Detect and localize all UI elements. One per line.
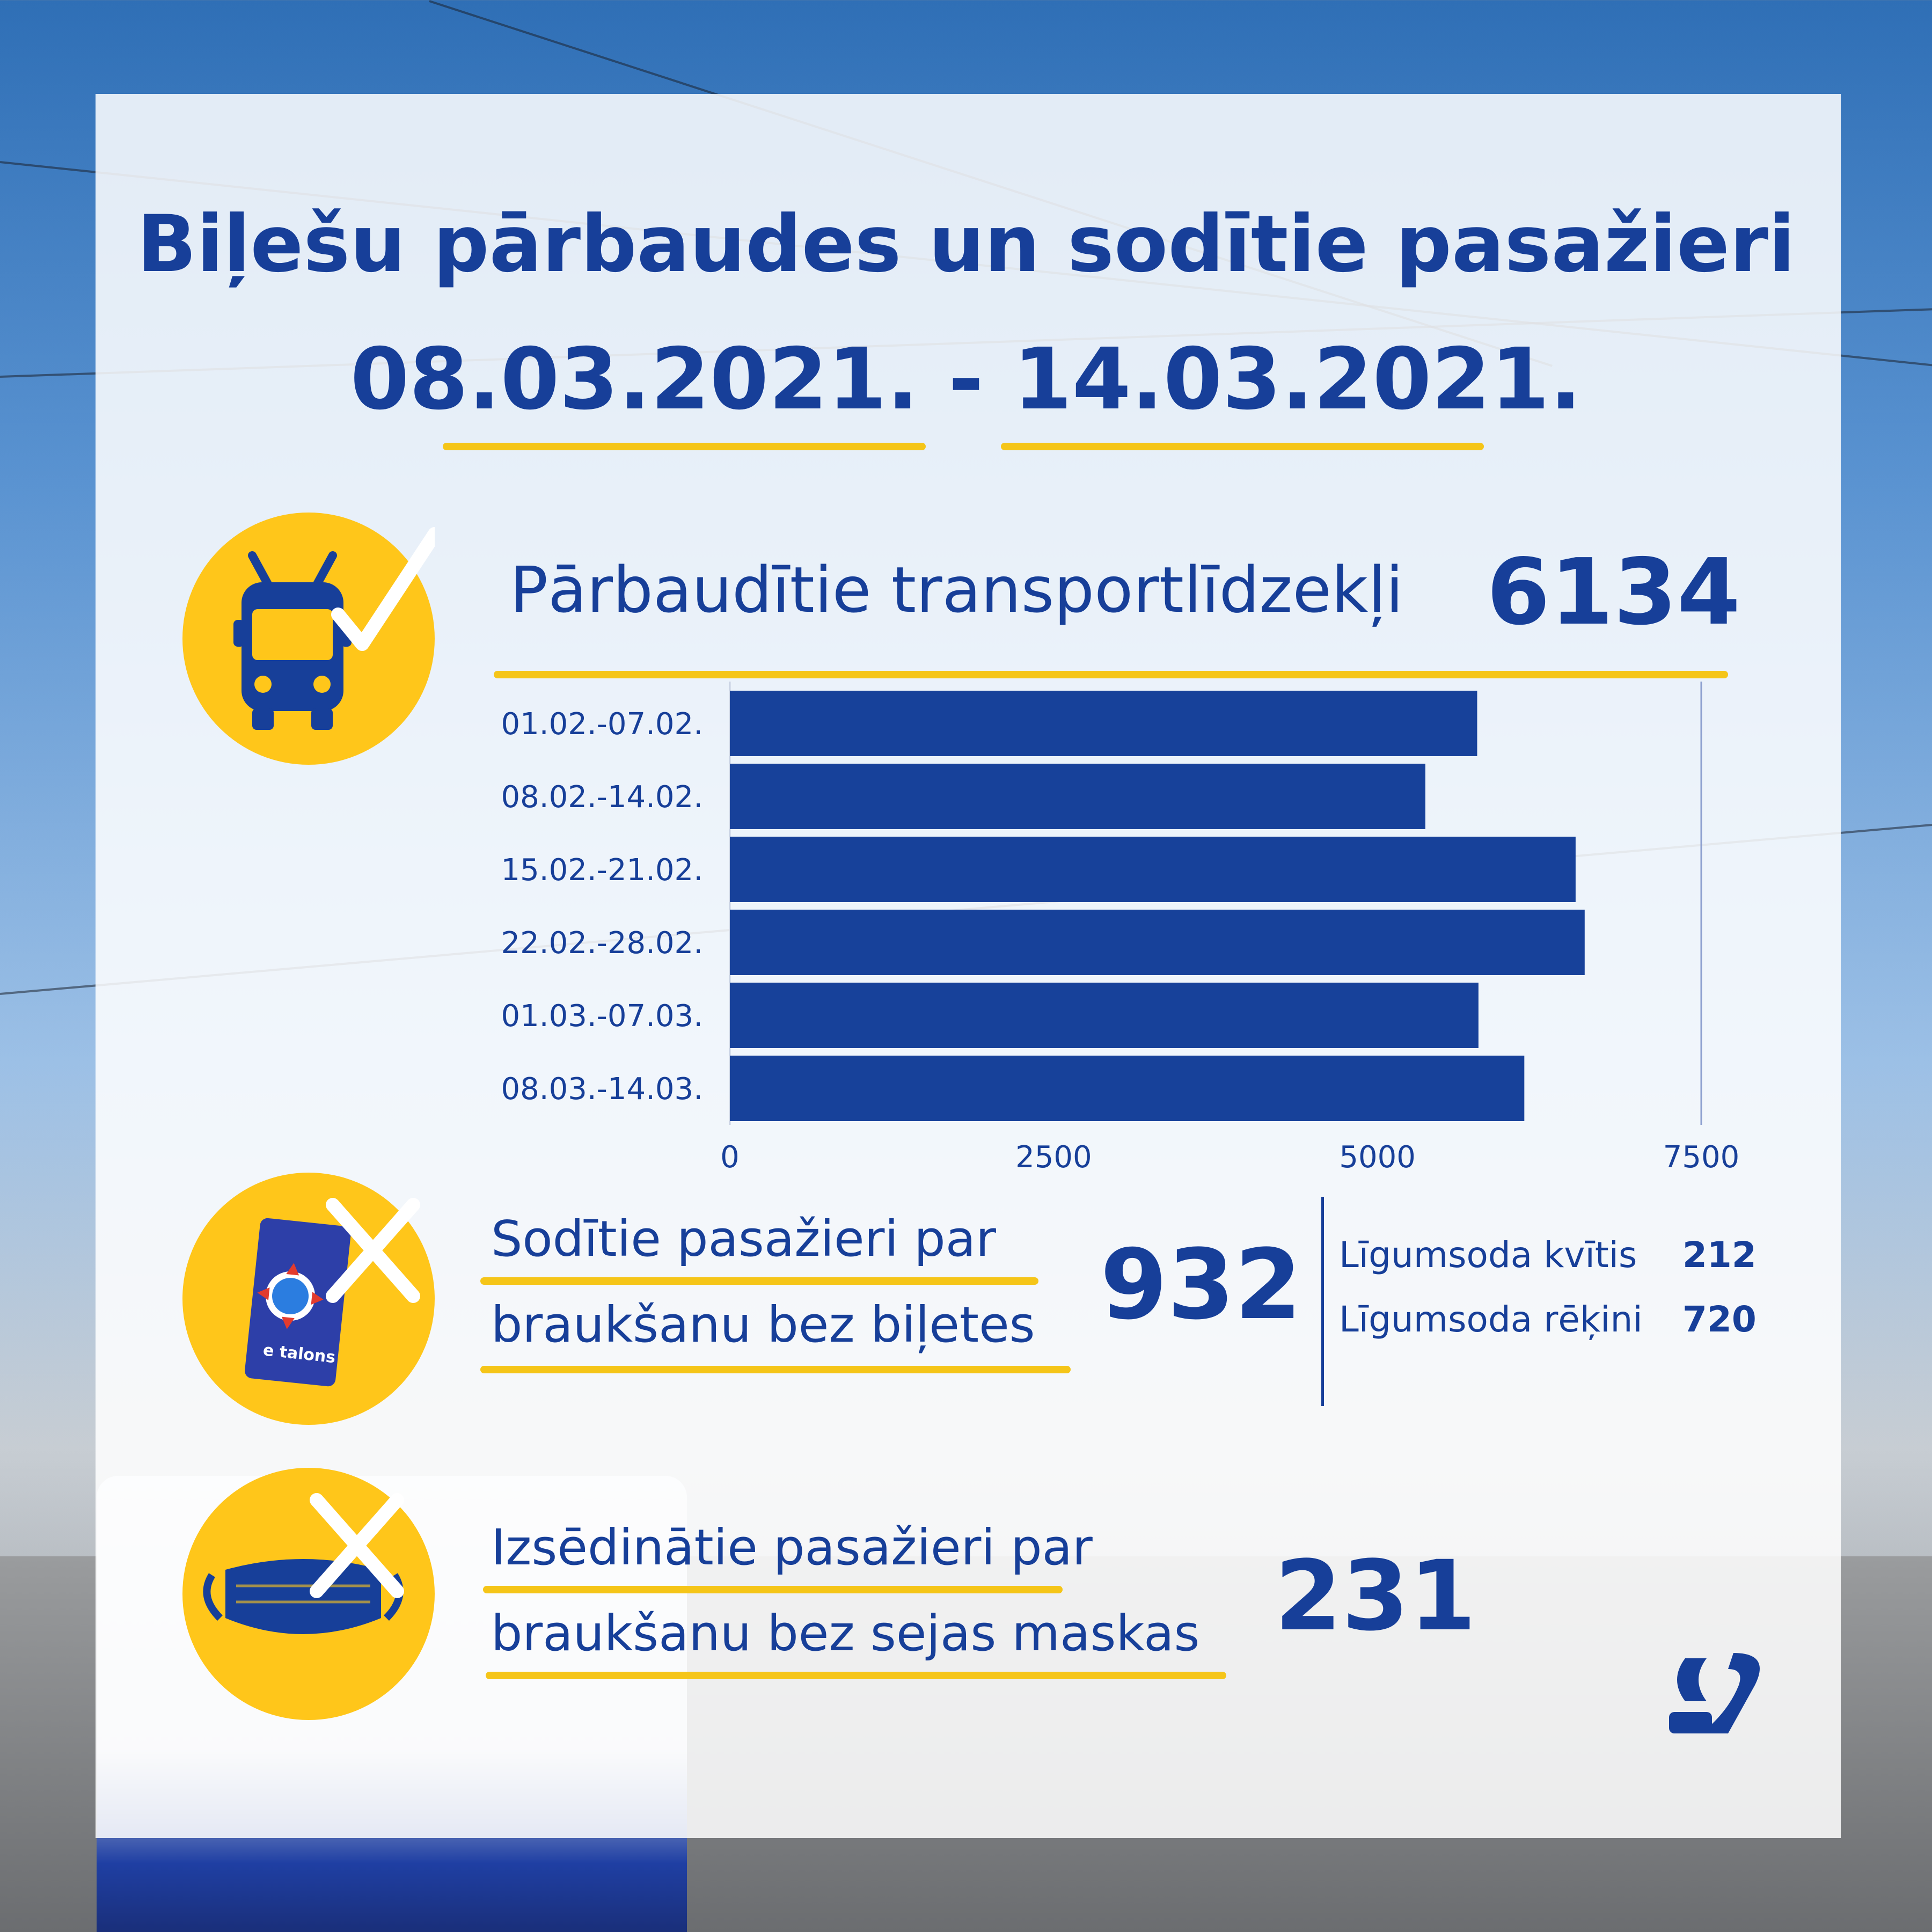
no-mask-label-line1: Izsēdinātie pasažieri par — [491, 1519, 1093, 1576]
chart-bar — [730, 1056, 1525, 1121]
date-to: 14.03.2021. — [1013, 330, 1582, 429]
fined-label-line1: Sodītie pasažieri par — [491, 1210, 996, 1268]
chart-bar — [730, 764, 1425, 829]
chart-category-label: 22.02.-28.02. — [501, 926, 703, 961]
page-title: Biļešu pārbaudes un sodītie pasažieri — [136, 199, 1796, 290]
date-from-underline — [443, 443, 926, 450]
fined-label-line2: braukšanu bez biļetes — [491, 1296, 1035, 1353]
date-range: 08.03.2021. - 14.03.2021. — [0, 330, 1932, 429]
etalons-card-cross-icon: e talons — [182, 1173, 435, 1425]
fined-label-line2-underline — [480, 1366, 1071, 1373]
checked-vehicles-value: 6134 — [1487, 539, 1741, 646]
chart-bar — [730, 837, 1576, 902]
chart-bar — [730, 691, 1477, 756]
breakdown-row-receipts: Līgumsoda kvītis — [1339, 1234, 1637, 1276]
trolleybus-check-icon — [182, 513, 442, 765]
chart-category-label: 01.02.-07.02. — [501, 707, 703, 742]
date-from: 08.03.2021. — [350, 330, 919, 429]
fined-label-line1-underline — [480, 1277, 1038, 1285]
chart-category-label: 08.03.-14.03. — [501, 1072, 703, 1107]
no-mask-label-line2-underline — [486, 1672, 1226, 1679]
breakdown-label: Līgumsoda kvītis — [1339, 1234, 1637, 1276]
fined-value: 932 — [1100, 1229, 1302, 1341]
checked-vehicles-underline — [494, 671, 1728, 678]
date-separator: - — [948, 330, 984, 429]
breakdown-value-receipts: 212 — [1682, 1234, 1757, 1276]
chart-category-label: 08.02.-14.02. — [501, 780, 703, 815]
chart-bar — [730, 910, 1585, 975]
breakdown-value-invoices: 720 — [1682, 1299, 1757, 1340]
chart-tick-label: 2500 — [1015, 1140, 1092, 1175]
chart-tick-label: 0 — [720, 1140, 740, 1175]
checked-vehicles-label: Pārbaudītie transportlīdzekļi — [510, 553, 1403, 627]
breakdown-label: Līgumsoda rēķini — [1339, 1299, 1643, 1340]
face-mask-cross-icon — [182, 1468, 435, 1720]
chart-bar — [730, 983, 1479, 1048]
date-to-underline — [1001, 443, 1484, 450]
chart-category-label: 01.03.-07.03. — [501, 999, 703, 1034]
no-mask-label-line2: braukšanu bez sejas maskas — [491, 1605, 1200, 1662]
chart-category-label: 15.02.-21.02. — [501, 853, 703, 888]
no-mask-value: 231 — [1275, 1540, 1476, 1652]
breakdown-row-invoices: Līgumsoda rēķini — [1339, 1299, 1643, 1340]
rigas-satiksme-logo — [1669, 1653, 1760, 1733]
chart-tick-label: 7500 — [1663, 1140, 1740, 1175]
no-mask-label-line1-underline — [483, 1586, 1063, 1593]
chart-tick-label: 5000 — [1339, 1140, 1416, 1175]
breakdown-divider — [1321, 1197, 1324, 1406]
